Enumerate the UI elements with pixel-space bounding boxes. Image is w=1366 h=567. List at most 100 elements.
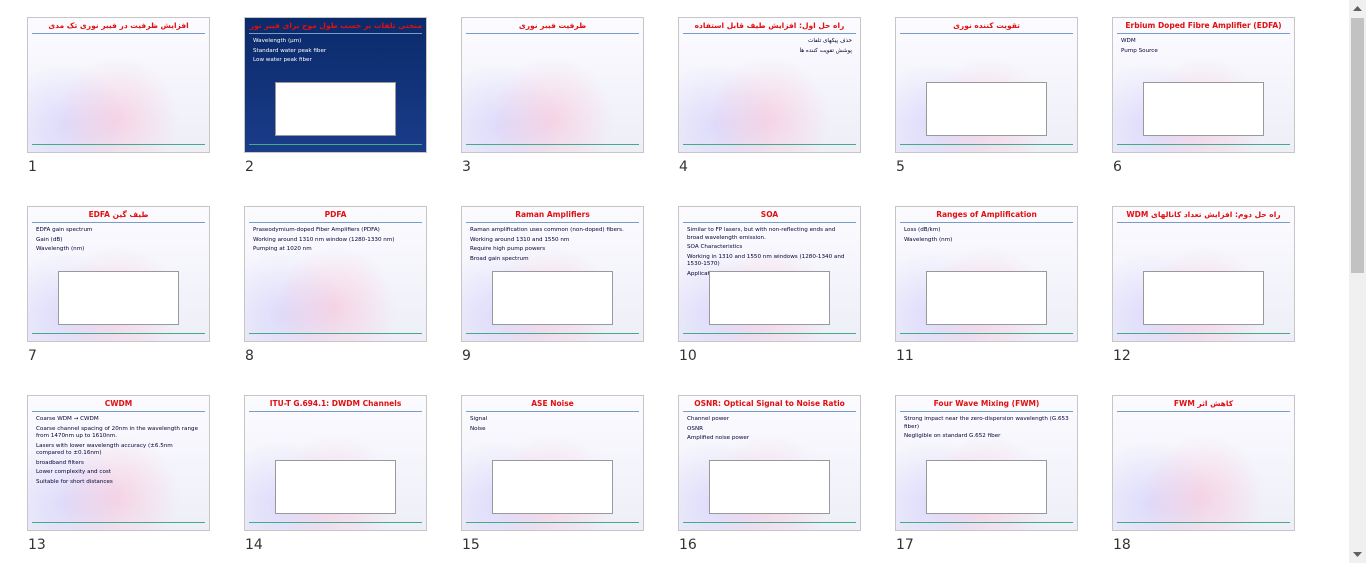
slide-text: WDM: [1121, 38, 1136, 44]
slide-text: Broad gain spectrum: [470, 255, 529, 262]
slide-text: SOA Characteristics: [687, 244, 743, 251]
slide-text: Praseodymium-doped Fiber Amplifiers (PDF…: [253, 227, 380, 233]
slide-text: Working around 1310 nm window (1280-1330…: [253, 236, 395, 243]
slide-thumbnail[interactable]: ASE Noise Signal Noise: [461, 395, 644, 531]
slide-thumbnail[interactable]: FWM کاهش اثر: [1112, 395, 1295, 531]
slide-footer: [900, 333, 1073, 338]
slide-text: Similar to FP lasers, but with non-refle…: [687, 227, 836, 241]
slide-text: Pump Source: [1121, 47, 1158, 54]
slide-text: Working around 1310 and 1550 nm: [470, 236, 570, 243]
slide-text: Noise: [470, 425, 486, 432]
slide-text: Signal: [470, 416, 488, 422]
slide-title: منحنی تلفات بر حسب طول موج برای فیبر نور…: [249, 21, 422, 34]
slide-title: PDFA: [249, 210, 422, 223]
slide-footer: [466, 522, 639, 527]
slide-footer: [1117, 144, 1290, 149]
slide-number: 15: [462, 537, 480, 553]
slide-title: افزایش ظرفیت در فیبر نوری تک مدی: [32, 21, 205, 34]
slide-footer: [900, 144, 1073, 149]
slide-text: EDFA gain spectrum: [36, 227, 93, 233]
scrollbar[interactable]: [1349, 0, 1366, 563]
slide-text: Wavelength (nm): [904, 236, 953, 243]
slide-body: EDFA gain spectrum Gain (dB) Wavelength (n…: [36, 227, 201, 327]
slide-number: 16: [679, 537, 697, 553]
slide-thumbnail[interactable]: منحنی تلفات بر حسب طول موج برای فیبر نور…: [244, 17, 427, 153]
slide-footer: [32, 333, 205, 338]
slide-footer: [900, 522, 1073, 527]
slide-body: Coarse WDM → CWDM Coarse channel spacing …: [36, 416, 201, 516]
slide-footer: [249, 144, 422, 149]
slide-title: ظرفیت فیبر نوری: [466, 21, 639, 34]
slide-figure: [926, 460, 1047, 514]
slide-body: Raman amplification uses common (non-dop…: [470, 227, 635, 327]
slide-body: Wavelength (µm) Standard water peak fiber…: [253, 38, 418, 138]
slide-thumbnail[interactable]: CWDM Coarse WDM → CWDM Coarse channel spac…: [27, 395, 210, 531]
slide-text: حذف پیکهای تلفات: [808, 38, 852, 44]
slide-text: Coarse channel spacing of 20nm in the wa…: [36, 425, 199, 440]
slide-body: حذف پیکهای تلفات پوشش تقویت کننده ها: [687, 38, 853, 138]
slide-body: Strong impact near the zero-dispersion w…: [904, 416, 1069, 516]
slide-body: Signal Noise: [470, 416, 635, 516]
slide-number: 8: [245, 348, 254, 364]
slide-body: [36, 38, 201, 138]
slide-figure: [709, 271, 830, 325]
slide-thumbnail[interactable]: Four Wave Mixing (FWM) Strong impact near…: [895, 395, 1078, 531]
slide-text: Low water peak fiber: [253, 57, 312, 64]
slide-text: Loss (dB/km): [904, 227, 941, 233]
slide-text: Negligible on standard G.652 fiber: [904, 433, 1001, 440]
slide-thumbnail[interactable]: راه حل اول: افزایش طیف قابل استفاده حذف پ…: [678, 17, 861, 153]
slide-title: ITU-T G.694.1: DWDM Channels: [249, 399, 422, 412]
slide-thumbnail[interactable]: Raman Amplifiers Raman amplification uses…: [461, 206, 644, 342]
slide-thumbnail[interactable]: OSNR: Optical Signal to Noise Ratio Chann…: [678, 395, 861, 531]
slide-text: Coarse WDM → CWDM: [36, 416, 99, 422]
slide-number: 11: [896, 348, 914, 364]
slide-text: Suitable for short distances: [36, 478, 113, 485]
slide-thumbnail[interactable]: افزایش ظرفیت در فیبر نوری تک مدی: [27, 17, 210, 153]
slide-footer: [1117, 522, 1290, 527]
slide-thumbnail[interactable]: تقویت کننده نوری: [895, 17, 1078, 153]
slide-thumbnail[interactable]: ITU-T G.694.1: DWDM Channels: [244, 395, 427, 531]
slide-title: CWDM: [32, 399, 205, 412]
slide-number: 12: [1113, 348, 1131, 364]
slide-figure: [275, 82, 396, 136]
slide-text: broadband filters: [36, 459, 84, 466]
scrollbar-arrows: [1353, 6, 1362, 557]
slide-figure: [1143, 82, 1264, 136]
slide-figure: [275, 460, 396, 514]
slide-footer: [466, 333, 639, 338]
slide-thumbnail[interactable]: Erbium Doped Fibre Amplifier (EDFA) WDM Pu…: [1112, 17, 1295, 153]
slide-text: Gain (dB): [36, 236, 63, 243]
slide-figure: [709, 460, 830, 514]
slide-footer: [683, 333, 856, 338]
slide-footer: [32, 522, 205, 527]
slide-body: Loss (dB/km) Wavelength (nm): [904, 227, 1069, 327]
slide-number: 17: [896, 537, 914, 553]
slide-text: Amplified noise power: [687, 435, 750, 442]
slide-text: Wavelength (µm): [253, 38, 302, 44]
slide-number: 6: [1113, 159, 1122, 175]
slide-thumbnail[interactable]: راه حل دوم: افزایش تعداد کانالهای WDM: [1112, 206, 1295, 342]
slide-number: 2: [245, 159, 254, 175]
slide-body: Praseodymium-doped Fiber Amplifiers (PDF…: [253, 227, 418, 327]
slide-title: Erbium Doped Fibre Amplifier (EDFA): [1117, 21, 1290, 34]
slide-thumbnail[interactable]: SOA Similar to FP lasers, but with non-re…: [678, 206, 861, 342]
slide-text: Channel power: [687, 416, 730, 422]
slide-footer: [466, 144, 639, 149]
slide-text: Strong impact near the zero-dispersion w…: [904, 416, 1069, 430]
slide-number: 9: [462, 348, 471, 364]
slide-figure: [926, 82, 1047, 136]
slide-title: ASE Noise: [466, 399, 639, 412]
slide-text: Lower complexity and cost: [36, 469, 111, 476]
slide-thumbnail[interactable]: EDFA طیف گین EDFA gain spectrum Gain (dB) W…: [27, 206, 210, 342]
slide-thumbnail[interactable]: Ranges of Amplification Loss (dB/km) Wavel…: [895, 206, 1078, 342]
slide-footer: [1117, 333, 1290, 338]
slide-body: WDM Pump Source: [1121, 38, 1286, 138]
slide-figure: [1143, 271, 1264, 325]
slide-number: 1: [28, 159, 37, 175]
slide-text: Lasers with lower wavelength accuracy (±…: [36, 442, 173, 457]
slide-footer: [249, 333, 422, 338]
slide-thumbnail[interactable]: ظرفیت فیبر نوری: [461, 17, 644, 153]
scroll-thumb[interactable]: [1351, 18, 1364, 273]
slide-thumbnail[interactable]: PDFA Praseodymium-doped Fiber Amplifiers …: [244, 206, 427, 342]
slide-number: 18: [1113, 537, 1131, 553]
